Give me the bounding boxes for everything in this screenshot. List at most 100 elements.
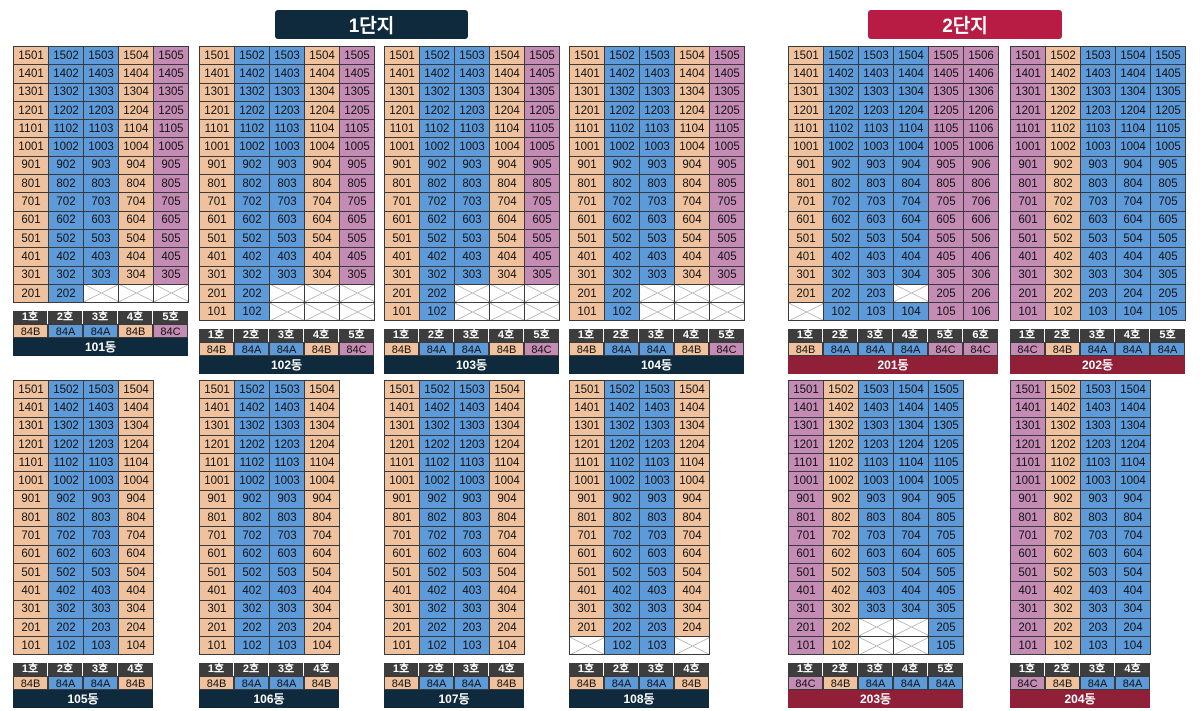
unit-cell[interactable]: 303 <box>83 599 119 619</box>
unit-cell[interactable]: 605 <box>524 210 560 230</box>
unit-cell[interactable]: 802 <box>823 508 859 528</box>
unit-cell[interactable]: 1402 <box>419 64 455 84</box>
unit-cell[interactable]: 1004 <box>893 137 929 157</box>
unit-cell[interactable]: 1001 <box>569 137 605 157</box>
unit-cell[interactable]: 701 <box>384 192 420 212</box>
unit-cell[interactable]: 101 <box>199 302 235 322</box>
unit-cell[interactable]: 605 <box>339 210 375 230</box>
unit-cell[interactable]: 404 <box>118 581 154 601</box>
unit-cell[interactable]: 603 <box>269 544 305 564</box>
unit-cell[interactable]: 301 <box>788 599 824 619</box>
unit-cell[interactable] <box>489 283 525 304</box>
unit-cell[interactable]: 201 <box>788 283 824 304</box>
unit-cell[interactable]: 702 <box>234 192 270 212</box>
unit-cell[interactable]: 702 <box>604 526 640 546</box>
unit-cell[interactable]: 305 <box>709 265 745 285</box>
unit-cell[interactable] <box>454 302 490 322</box>
unit-cell[interactable]: 901 <box>384 489 420 510</box>
unit-cell[interactable]: 1502 <box>1045 379 1081 400</box>
unit-cell[interactable]: 401 <box>13 247 49 267</box>
unit-cell[interactable]: 503 <box>639 228 675 249</box>
unit-cell[interactable]: 902 <box>234 155 270 176</box>
unit-cell[interactable]: 101 <box>384 302 420 322</box>
unit-cell[interactable]: 703 <box>269 192 305 212</box>
unit-cell[interactable]: 103 <box>1080 302 1116 322</box>
unit-cell[interactable]: 1405 <box>153 64 189 84</box>
unit-cell[interactable]: 1204 <box>893 434 929 455</box>
unit-cell[interactable]: 304 <box>674 599 710 619</box>
unit-cell[interactable]: 102 <box>1045 302 1081 322</box>
unit-cell[interactable]: 302 <box>823 265 859 285</box>
unit-cell[interactable]: 902 <box>48 489 84 510</box>
unit-cell[interactable]: 504 <box>893 228 929 249</box>
unit-cell[interactable]: 1401 <box>199 398 235 418</box>
unit-cell[interactable]: 201 <box>788 617 824 638</box>
unit-cell[interactable]: 502 <box>419 562 455 583</box>
unit-cell[interactable]: 502 <box>823 562 859 583</box>
unit-cell[interactable]: 305 <box>524 265 560 285</box>
unit-cell[interactable]: 702 <box>48 526 84 546</box>
unit-cell[interactable]: 501 <box>1010 228 1046 249</box>
unit-cell[interactable]: 1402 <box>48 64 84 84</box>
unit-cell[interactable]: 905 <box>709 155 745 176</box>
unit-cell[interactable]: 1204 <box>489 100 525 121</box>
unit-cell[interactable]: 1405 <box>339 64 375 84</box>
unit-cell[interactable]: 1003 <box>83 137 119 157</box>
unit-cell[interactable]: 404 <box>1115 247 1151 267</box>
unit-cell[interactable]: 1202 <box>419 100 455 121</box>
unit-cell[interactable]: 1001 <box>199 137 235 157</box>
unit-cell[interactable]: 1503 <box>269 379 305 400</box>
unit-cell[interactable]: 1003 <box>1080 471 1116 491</box>
unit-cell[interactable]: 301 <box>1010 265 1046 285</box>
unit-cell[interactable]: 1205 <box>709 100 745 121</box>
unit-cell[interactable]: 703 <box>858 526 894 546</box>
unit-cell[interactable]: 304 <box>674 265 710 285</box>
unit-cell[interactable] <box>304 283 340 304</box>
unit-cell[interactable]: 402 <box>1045 581 1081 601</box>
unit-cell[interactable]: 703 <box>1080 192 1116 212</box>
unit-cell[interactable]: 605 <box>928 210 964 230</box>
unit-cell[interactable] <box>674 283 710 304</box>
unit-cell[interactable]: 1002 <box>419 137 455 157</box>
unit-cell[interactable]: 703 <box>454 526 490 546</box>
unit-cell[interactable]: 1303 <box>639 416 675 436</box>
unit-cell[interactable] <box>858 636 894 656</box>
unit-cell[interactable]: 704 <box>489 192 525 212</box>
unit-cell[interactable]: 502 <box>48 562 84 583</box>
unit-cell[interactable]: 402 <box>419 247 455 267</box>
unit-cell[interactable]: 1203 <box>269 434 305 455</box>
unit-cell[interactable]: 1403 <box>858 398 894 418</box>
unit-cell[interactable]: 503 <box>1080 562 1116 583</box>
unit-cell[interactable]: 1305 <box>339 82 375 102</box>
unit-cell[interactable]: 103 <box>639 636 675 656</box>
unit-cell[interactable] <box>269 283 305 304</box>
unit-cell[interactable]: 102 <box>604 636 640 656</box>
unit-cell[interactable]: 1401 <box>199 64 235 84</box>
unit-cell[interactable]: 802 <box>823 174 859 194</box>
unit-cell[interactable]: 1005 <box>524 137 560 157</box>
unit-cell[interactable]: 1204 <box>118 100 154 121</box>
unit-cell[interactable]: 201 <box>199 617 235 638</box>
unit-cell[interactable]: 103 <box>1080 636 1116 656</box>
unit-cell[interactable]: 1502 <box>48 379 84 400</box>
unit-cell[interactable]: 301 <box>13 599 49 619</box>
unit-cell[interactable]: 302 <box>1045 599 1081 619</box>
unit-cell[interactable]: 1003 <box>639 137 675 157</box>
unit-cell[interactable]: 1204 <box>674 100 710 121</box>
unit-cell[interactable]: 1305 <box>928 416 964 436</box>
unit-cell[interactable]: 403 <box>83 581 119 601</box>
unit-cell[interactable]: 701 <box>1010 526 1046 546</box>
unit-cell[interactable]: 302 <box>48 265 84 285</box>
unit-cell[interactable]: 802 <box>234 174 270 194</box>
unit-cell[interactable]: 1101 <box>1010 119 1046 139</box>
unit-cell[interactable]: 703 <box>83 526 119 546</box>
unit-cell[interactable]: 1303 <box>858 416 894 436</box>
unit-cell[interactable]: 601 <box>569 544 605 564</box>
unit-cell[interactable]: 803 <box>269 508 305 528</box>
unit-cell[interactable]: 1004 <box>893 471 929 491</box>
unit-cell[interactable]: 1304 <box>304 82 340 102</box>
unit-cell[interactable]: 604 <box>118 210 154 230</box>
unit-cell[interactable]: 304 <box>304 599 340 619</box>
unit-cell[interactable]: 703 <box>639 192 675 212</box>
unit-cell[interactable]: 803 <box>454 508 490 528</box>
